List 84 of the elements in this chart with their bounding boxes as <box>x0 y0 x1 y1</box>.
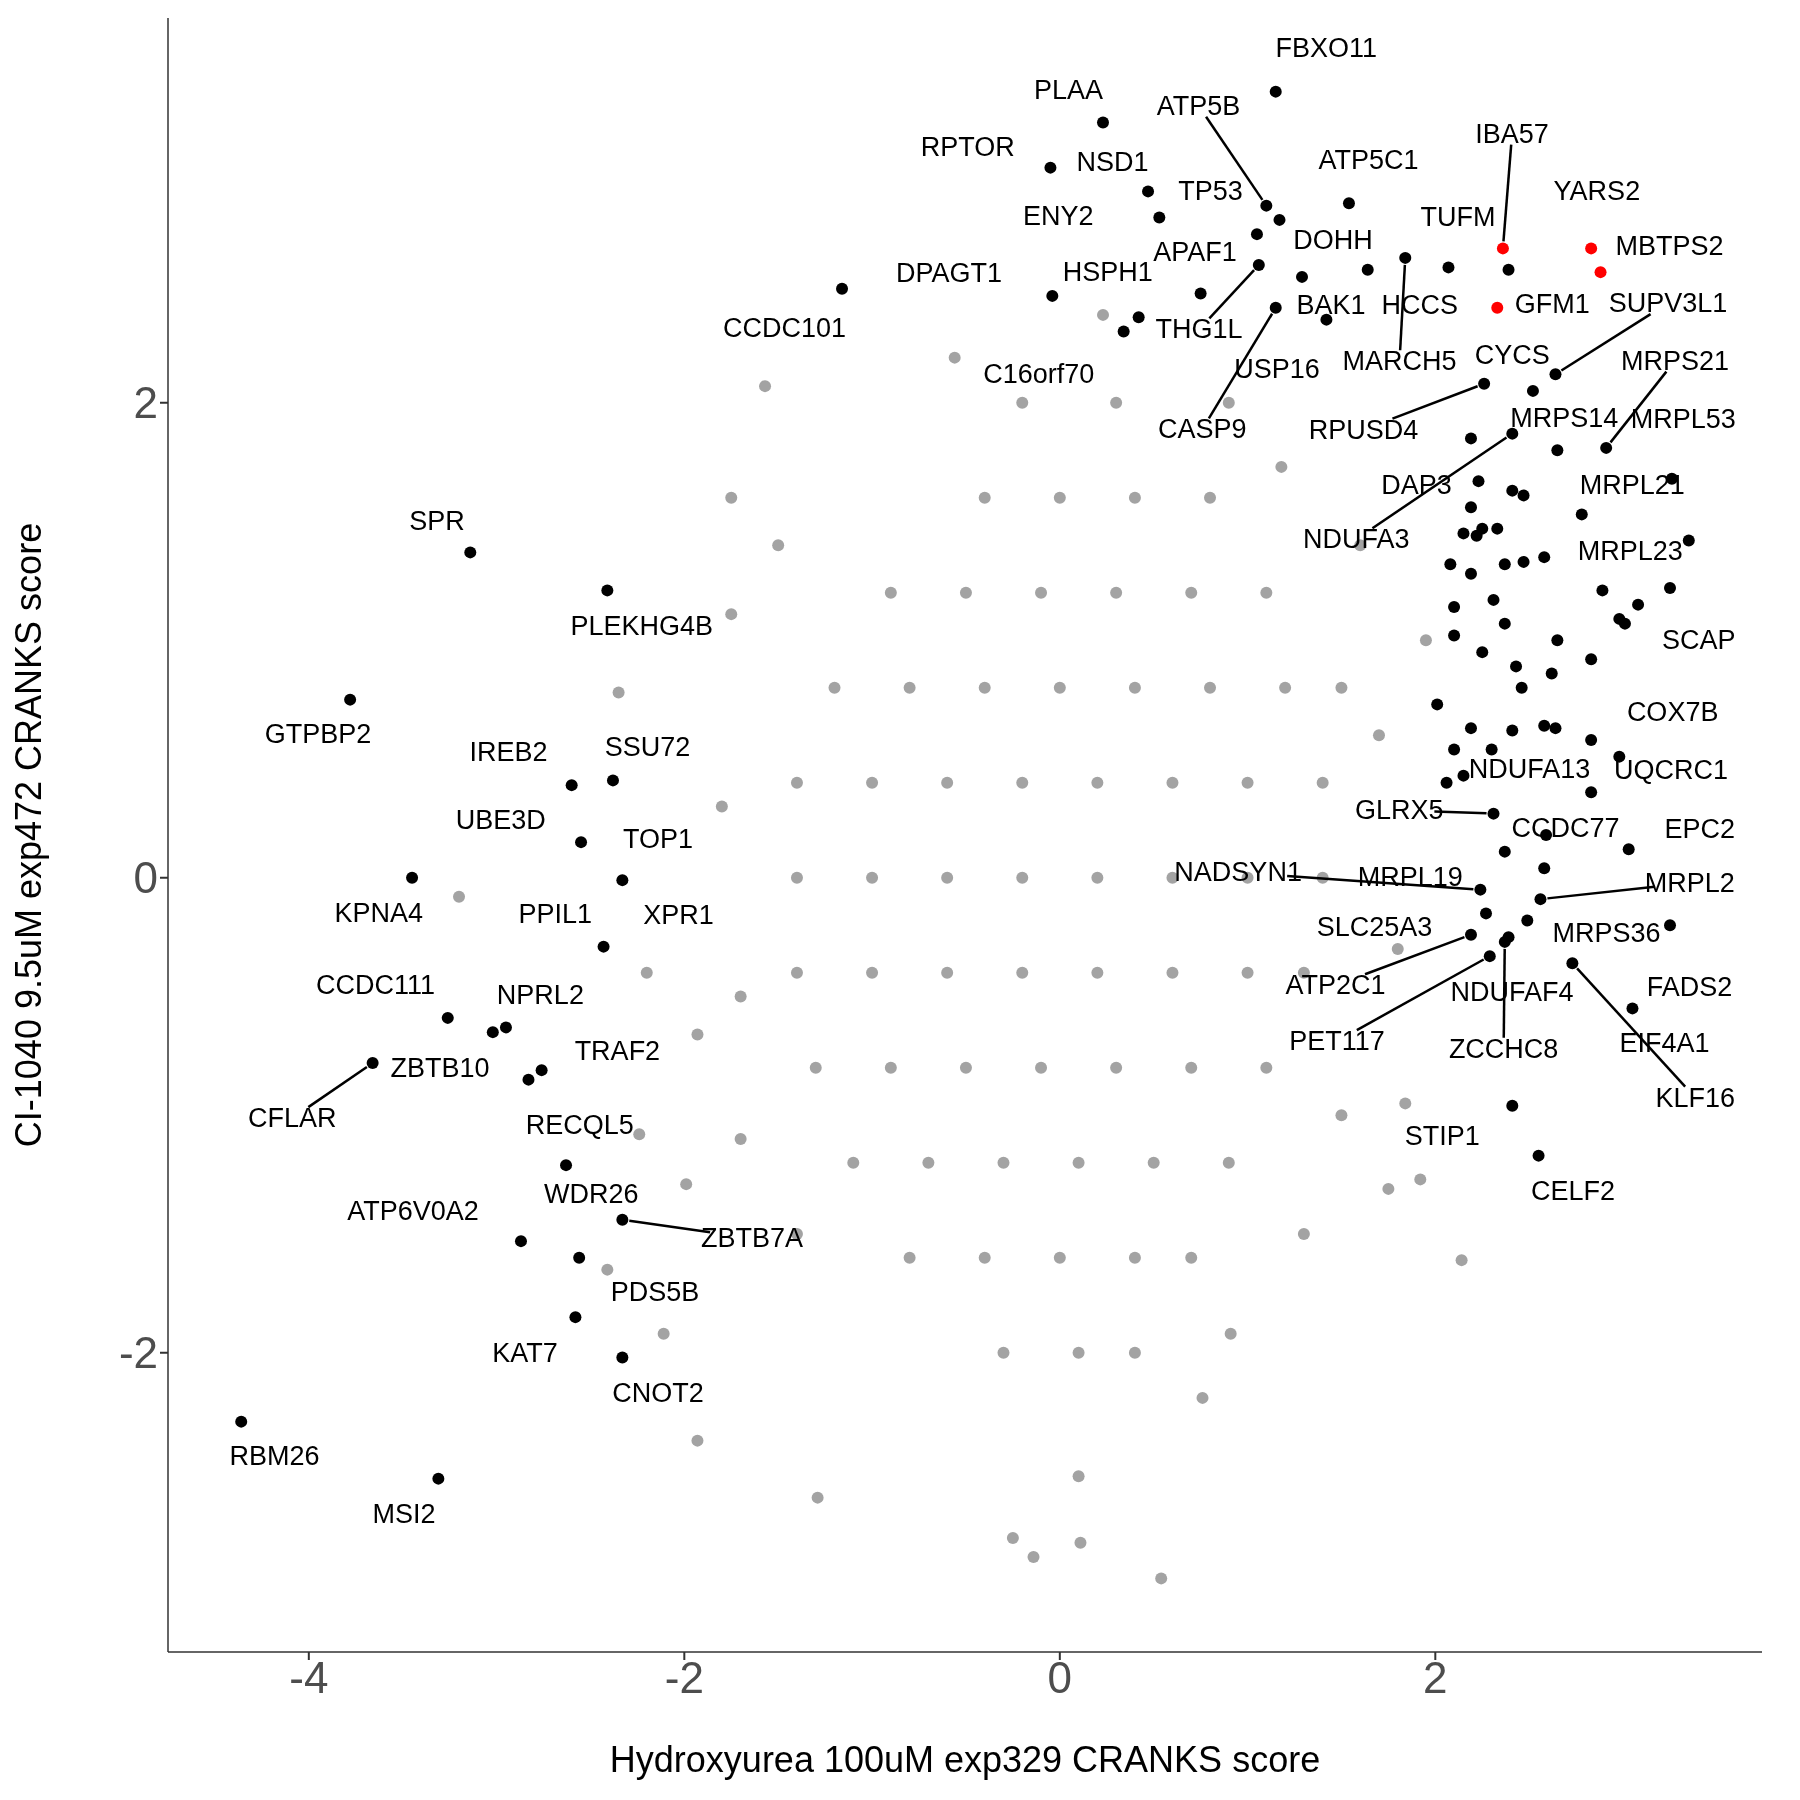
annotation: NSD1 <box>1076 146 1149 177</box>
y-axis-title: CI-1040 9.5uM exp472 CRANKS score <box>7 522 49 1148</box>
annotation: NDUFA13 <box>1468 754 1591 785</box>
annotation: COX7B <box>1626 697 1719 728</box>
annotation: CYCS <box>1474 340 1550 371</box>
annotation: CFLAR <box>248 1103 337 1134</box>
annotation: KPNA4 <box>334 898 424 929</box>
annotation: IBA57 <box>1475 118 1549 149</box>
annotation: WDR26 <box>544 1179 639 1210</box>
annotation: GFM1 <box>1514 289 1590 320</box>
annotation: RPUSD4 <box>1308 414 1419 445</box>
annotation: ZBTB10 <box>390 1053 490 1084</box>
annotation: ATP2C1 <box>1285 970 1386 1001</box>
annotation: PDS5B <box>610 1277 700 1308</box>
annotation: SCAP <box>1661 624 1736 655</box>
annotation: MRPL23 <box>1577 535 1683 566</box>
annotation: UQCRC1 <box>1613 755 1728 786</box>
annotation: TUFM <box>1420 201 1496 232</box>
x-tick-label: -4 <box>289 1653 329 1703</box>
annotation: NDUFA3 <box>1302 524 1410 555</box>
annotation: HSPH1 <box>1062 257 1153 288</box>
annotation: SUPV3L1 <box>1608 288 1728 319</box>
annotation: PPIL1 <box>518 899 593 930</box>
annotation: GTPBP2 <box>264 719 372 750</box>
annotation: RPTOR <box>920 131 1015 162</box>
y-tick-label: 0 <box>133 853 158 903</box>
annotation: MRPL2 <box>1644 868 1735 899</box>
annotation: MRPS21 <box>1621 345 1730 376</box>
annotation: CELF2 <box>1530 1176 1616 1207</box>
y-tick-label: 2 <box>133 378 158 428</box>
annotation: KAT7 <box>492 1337 558 1368</box>
annotation: CCDC111 <box>315 969 435 1000</box>
annotation: ATP5B <box>1156 90 1241 121</box>
annotation: RECQL5 <box>525 1109 634 1140</box>
annotation: MRPS14 <box>1510 403 1619 434</box>
y-tick-label: -2 <box>118 1328 158 1378</box>
annotation: ZBTB7A <box>701 1223 804 1254</box>
annotation: IREB2 <box>469 736 548 767</box>
annotation: RBM26 <box>229 1441 320 1472</box>
annotation: CCDC101 <box>723 312 847 343</box>
x-tick-label: 2 <box>1423 1653 1448 1703</box>
annotation: FBXO11 <box>1275 33 1378 63</box>
annotation: USP16 <box>1234 353 1320 384</box>
annotation: FADS2 <box>1646 972 1733 1003</box>
annotation: NPRL2 <box>496 980 584 1011</box>
annotation: DOHH <box>1293 225 1373 256</box>
annotation: CCDC77 <box>1511 812 1620 843</box>
x-axis-title: Hydroxyurea 100uM exp329 CRANKS score <box>609 1739 1321 1780</box>
annotation: NADSYN1 <box>1174 857 1302 888</box>
annotation: TOP1 <box>622 823 693 854</box>
annotation: ENY2 <box>1023 201 1094 232</box>
annotation: EPC2 <box>1664 813 1736 844</box>
annotation: MRPL53 <box>1630 404 1736 435</box>
annotation: MARCH5 <box>1342 346 1457 377</box>
annotation: SLC25A3 <box>1316 911 1433 942</box>
x-tick-label: -2 <box>664 1653 704 1703</box>
annotation: PLEKHG4B <box>570 610 714 641</box>
annotation: KLF16 <box>1655 1082 1735 1113</box>
annotation: APAF1 <box>1153 237 1237 268</box>
annotation: MSI2 <box>372 1499 436 1530</box>
annotation: BAK1 <box>1296 290 1366 321</box>
annotation: MBTPS2 <box>1615 230 1724 261</box>
annotation: CASP9 <box>1157 414 1247 445</box>
annotation: TP53 <box>1178 176 1243 207</box>
annotation: SSU72 <box>604 732 691 763</box>
annotation: DPAGT1 <box>895 257 1002 288</box>
annotation: UBE3D <box>455 805 546 836</box>
annotation: MRPS36 <box>1552 918 1661 949</box>
annotation: GLRX5 <box>1355 795 1444 826</box>
annotation: ZCCHC8 <box>1448 1033 1559 1064</box>
annotation: STIP1 <box>1404 1120 1480 1151</box>
annotation: XPR1 <box>643 899 714 930</box>
annotation: SPR <box>409 506 465 537</box>
annotation: CNOT2 <box>612 1378 704 1409</box>
annotation: ATP5C1 <box>1318 144 1419 175</box>
annotation: C16orf70 <box>983 358 1095 389</box>
annotation: TRAF2 <box>574 1035 661 1066</box>
annotation: ATP6V0A2 <box>347 1196 479 1227</box>
annotation: PLAA <box>1034 75 1104 106</box>
x-tick-label: 0 <box>1047 1653 1073 1703</box>
annotation: PET117 <box>1289 1026 1385 1057</box>
annotation: THG1L <box>1155 314 1243 345</box>
annotation: MRPL21 <box>1579 469 1685 500</box>
annotation: YARS2 <box>1553 175 1641 206</box>
